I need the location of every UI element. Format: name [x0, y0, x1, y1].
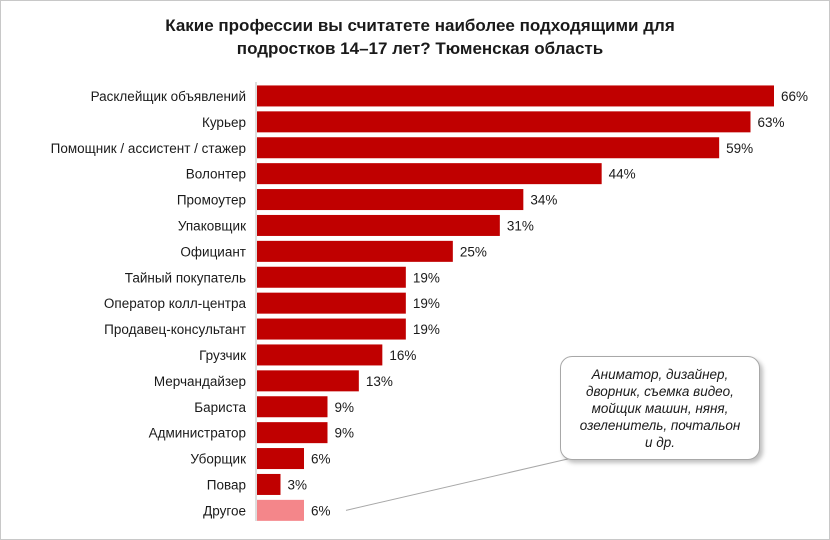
category-label-11: Грузчик [199, 348, 246, 363]
bar-15 [257, 448, 304, 470]
value-label-9: 19% [413, 296, 440, 311]
callout-line-4: озеленитель, почтальон [579, 417, 741, 433]
bar-group: Расклейщик объявлений 66% Курьер 63% Помощни… [51, 85, 808, 521]
category-label-3: Помощник / ассистент / стажер [51, 141, 246, 156]
value-label-12: 13% [366, 374, 393, 389]
bar-1 [257, 85, 774, 107]
category-label-7: Официант [180, 244, 246, 259]
callout-line-1: Аниматор, дизайнер, [591, 366, 729, 382]
bar-10 [257, 318, 406, 340]
value-label-8: 19% [413, 270, 440, 285]
bar-12 [257, 370, 359, 392]
value-label-3: 59% [726, 141, 753, 156]
bar-3 [257, 137, 720, 159]
category-label-2: Курьер [202, 115, 246, 130]
value-label-5: 34% [530, 193, 557, 208]
bar-16 [257, 473, 281, 495]
category-label-9: Оператор колл-центра [104, 296, 247, 311]
bar-5 [257, 189, 524, 211]
callout-line-5: и др. [645, 434, 675, 450]
category-label-10: Продавец-консультант [104, 322, 246, 337]
bar-8 [257, 266, 406, 288]
category-label-8: Тайный покупатель [125, 270, 246, 285]
value-label-11: 16% [389, 348, 416, 363]
value-label-15: 6% [311, 452, 331, 467]
other-professions-callout: Аниматор, дизайнер, дворник, съемка виде… [560, 356, 760, 460]
bar-4 [257, 163, 602, 185]
category-label-6: Упаковщик [178, 218, 246, 233]
bar-9 [257, 292, 406, 314]
category-label-15: Уборщик [190, 452, 246, 467]
category-label-4: Волонтер [186, 167, 246, 182]
value-label-13: 9% [335, 400, 355, 415]
category-label-14: Администратор [149, 426, 246, 441]
bar-6 [257, 214, 500, 236]
value-label-14: 9% [335, 426, 355, 441]
bar-14 [257, 422, 328, 444]
value-label-2: 63% [758, 115, 785, 130]
value-label-1: 66% [781, 89, 808, 104]
value-label-10: 19% [413, 322, 440, 337]
category-label-17: Другое [203, 503, 246, 518]
bar-17 [257, 499, 304, 521]
category-label-1: Расклейщик объявлений [91, 89, 246, 104]
value-label-17: 6% [311, 503, 331, 518]
callout-pointer [345, 457, 573, 511]
chart-title: Какие профессии вы считатете наиболее по… [60, 14, 780, 60]
chart-title-line-2: подростков 14–17 лет? Тюменская область [236, 39, 604, 58]
callout-line-3: мойщик машин, няня, [591, 400, 729, 416]
category-label-12: Мерчандайзер [154, 374, 246, 389]
value-label-4: 44% [609, 167, 636, 182]
value-label-16: 3% [288, 477, 308, 492]
value-label-6: 31% [507, 218, 534, 233]
value-label-7: 25% [460, 244, 487, 259]
callout-line-2: дворник, съемка видео, [586, 383, 734, 399]
bar-7 [257, 240, 453, 262]
bar-13 [257, 396, 328, 418]
category-label-13: Бариста [194, 400, 246, 415]
bar-11 [257, 344, 383, 366]
category-label-5: Промоутер [177, 193, 246, 208]
category-label-16: Повар [207, 477, 246, 492]
bar-2 [257, 111, 751, 133]
chart-title-line-1: Какие профессии вы считатете наиболее по… [165, 16, 675, 35]
